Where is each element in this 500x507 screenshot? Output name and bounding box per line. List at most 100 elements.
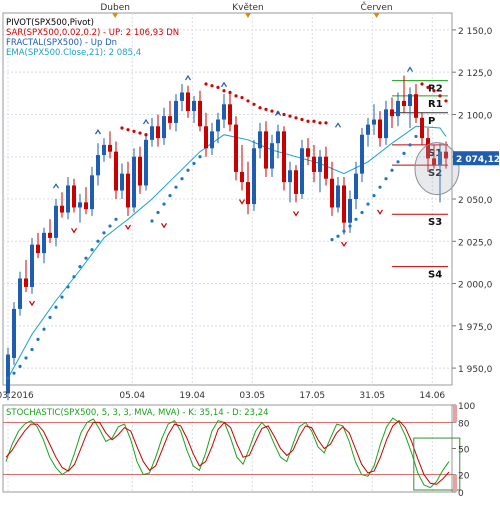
sar-dot-below — [192, 161, 196, 166]
sar-dot-above — [138, 131, 142, 135]
sar-dot-above — [240, 95, 244, 100]
sar-dot-below — [36, 337, 40, 341]
candle-body — [66, 185, 70, 213]
stoch-y-tick-label: 0 — [458, 489, 464, 499]
candle-body — [30, 244, 34, 287]
sar-dot-above — [432, 89, 436, 93]
fractal-down-icon — [70, 228, 78, 234]
candle-body — [306, 148, 310, 157]
y-tick-label: 2 125,0 — [458, 69, 493, 79]
fractal-up-icon — [220, 81, 228, 88]
sar-dot-below — [72, 275, 76, 279]
candle-body — [408, 94, 412, 106]
candle-body — [48, 232, 52, 238]
stoch-k-line — [5, 417, 450, 489]
last-price-tag — [453, 151, 499, 166]
candle-body — [312, 156, 316, 172]
sar-dot-below — [414, 134, 418, 139]
pivot-label: P — [428, 116, 435, 127]
sar-dot-above — [288, 114, 292, 118]
candle-body — [138, 156, 142, 186]
sar-dot-below — [60, 295, 64, 299]
sar-dot-below — [198, 155, 202, 159]
candle-body — [330, 178, 334, 208]
candle-body — [96, 155, 100, 176]
sar-dot-below — [162, 202, 166, 206]
pivot-label: R1 — [428, 99, 443, 110]
candle-body — [414, 94, 418, 118]
candle-body — [72, 185, 76, 208]
stoch-y-tick-label: 50 — [458, 446, 470, 456]
sar-dot-below — [390, 168, 394, 172]
x-tick-label: 03.05 — [239, 391, 265, 401]
candle-body — [348, 199, 352, 223]
fractal-down-icon — [238, 199, 246, 205]
candle-body — [354, 173, 358, 199]
overbought-band — [453, 405, 457, 423]
candle-body — [108, 144, 112, 152]
pivot-label: S2 — [428, 168, 442, 179]
candle-body — [270, 143, 274, 169]
candle-body — [42, 232, 46, 254]
sar-dot-below — [156, 210, 160, 215]
candle-body — [300, 148, 304, 194]
y-tick-label: 2 025,0 — [458, 238, 493, 248]
sar-dot-below — [354, 217, 358, 221]
sar-dot-below — [6, 376, 10, 380]
candle-body — [216, 119, 220, 132]
candle-body — [378, 119, 382, 139]
sar-dot-below — [48, 315, 52, 319]
legend-entry: SAR(SPX500,0.02,0.2) - UP: 2 106,93 DN — [6, 28, 179, 38]
sar-dot-above — [144, 133, 148, 137]
x-tick-label: 14.06 — [419, 391, 445, 401]
candle-body — [198, 100, 202, 127]
candle-body — [126, 173, 130, 208]
pivot-label: S4 — [428, 270, 442, 281]
candle-body — [324, 156, 328, 179]
sar-dot-below — [102, 231, 106, 235]
month-marker-icon — [112, 13, 119, 18]
legend-entry: EMA(SPX500.Close,21): 2 085,4 — [6, 48, 141, 58]
sar-dot-below — [366, 202, 370, 206]
legend-entry: FRACTAL(SPX500) - Up Dn — [6, 38, 117, 48]
sar-dot-above — [282, 112, 286, 117]
x-tick-label: 07.03.2016 — [0, 391, 34, 401]
candle-body — [432, 158, 436, 166]
candle-body — [18, 278, 22, 309]
sar-dot-above — [246, 99, 250, 103]
candle-body — [396, 100, 400, 117]
sar-dot-above — [258, 106, 262, 110]
candle-body — [186, 92, 190, 112]
fractal-down-icon — [376, 209, 384, 215]
candle-body — [282, 131, 286, 183]
candle-body — [288, 170, 292, 183]
candle-body — [210, 131, 214, 149]
candle-body — [252, 148, 256, 205]
candle-body — [60, 205, 64, 213]
month-marker-icon — [245, 13, 251, 18]
candle-body — [402, 100, 406, 106]
candle-body — [12, 308, 16, 358]
candle-body — [222, 104, 226, 120]
sar-dot-above — [216, 85, 220, 89]
last-price-label: 2 074,12 — [456, 155, 500, 165]
candle-body — [276, 131, 280, 144]
candle-body — [132, 156, 136, 208]
sar-dot-below — [24, 356, 28, 360]
sar-dot-above — [210, 84, 214, 88]
sar-dot-below — [372, 194, 376, 198]
candle-body — [258, 131, 262, 149]
candle-body — [294, 170, 298, 194]
month-marker-icon — [373, 13, 380, 18]
sar-dot-above — [270, 109, 274, 113]
sar-dot-below — [114, 217, 118, 221]
candle-body — [150, 126, 154, 140]
candle-body — [36, 244, 40, 254]
candle-body — [384, 109, 388, 139]
y-tick-label: 1 975,0 — [458, 323, 493, 333]
candle-body — [204, 126, 208, 149]
stoch-highlight-box — [413, 437, 461, 491]
sar-dot-below — [378, 185, 382, 189]
